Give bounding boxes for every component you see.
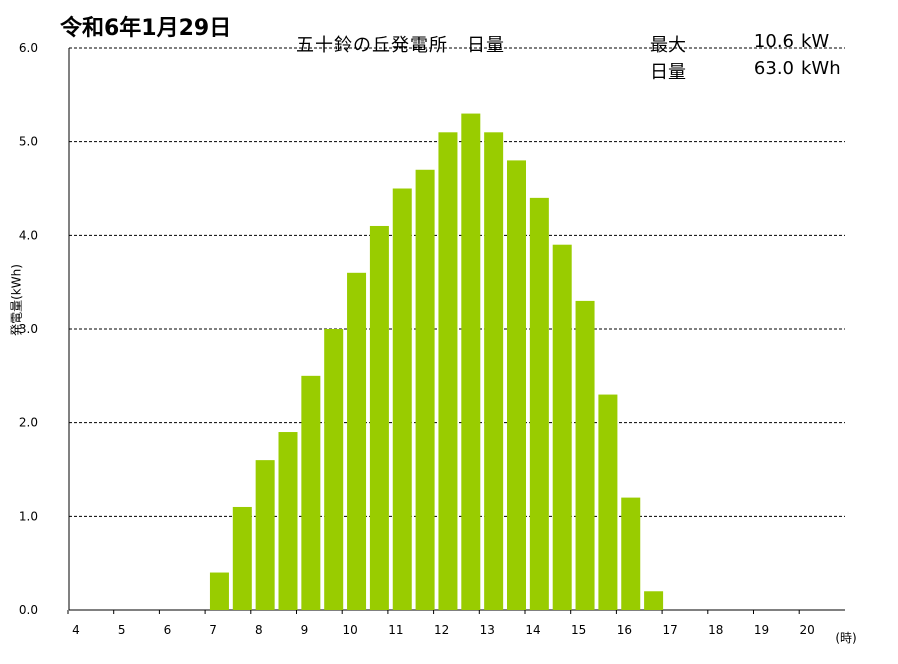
x-tick-label: 10: [343, 623, 358, 637]
bar: [232, 506, 252, 610]
x-tick-label: 19: [754, 623, 769, 637]
daily-total-label: 日量: [650, 62, 686, 83]
x-tick-label: 5: [118, 623, 126, 637]
x-axis-unit-label: (時): [835, 631, 856, 645]
x-tick-label: 8: [255, 623, 263, 637]
max-power-row: 最大 10.6 kW: [650, 31, 890, 58]
x-tick-label: 6: [164, 623, 172, 637]
bar: [415, 169, 435, 610]
bar: [575, 300, 595, 610]
x-tick-label: 17: [662, 623, 677, 637]
bar: [461, 113, 481, 611]
bar: [507, 160, 526, 610]
max-power-label: 最大: [650, 35, 686, 56]
daily-total-unit: kWh: [801, 58, 841, 79]
bar: [529, 197, 549, 610]
bar: [369, 225, 389, 610]
bar: [347, 272, 367, 610]
chart-title: 五十鈴の丘発電所 日量: [296, 35, 505, 56]
bar: [621, 497, 641, 610]
bar: [484, 132, 504, 611]
bar: [324, 329, 344, 610]
bar: [598, 394, 618, 610]
x-tick-label: 9: [301, 623, 309, 637]
stats-panel: 最大 10.6 kW 日量 63.0 kWh: [650, 31, 890, 85]
x-tick-label: 14: [525, 623, 540, 637]
bar: [255, 460, 275, 610]
x-tick-label: 4: [72, 623, 80, 637]
x-tick-label: 12: [434, 623, 449, 637]
y-tick-label: 3.0: [19, 322, 38, 336]
y-tick-label: 6.0: [19, 41, 38, 55]
y-tick-label: 2.0: [19, 416, 38, 430]
x-tick-label: 11: [388, 623, 403, 637]
x-tick-label: 20: [800, 623, 815, 637]
date-title: 令和6年1月29日: [60, 16, 232, 41]
max-power-value: 10.6: [753, 31, 794, 52]
x-tick-label: 16: [617, 623, 632, 637]
max-power-unit: kW: [801, 31, 830, 52]
y-tick-label: 0.0: [19, 603, 38, 617]
bar: [552, 244, 572, 610]
daily-total-value: 63.0: [753, 58, 794, 79]
y-tick-label: 4.0: [19, 228, 38, 242]
y-tick-label: 1.0: [19, 509, 38, 523]
bar: [392, 188, 412, 610]
x-tick-label: 18: [708, 623, 723, 637]
x-tick-label: 7: [209, 623, 217, 637]
x-tick-label: 15: [571, 623, 586, 637]
bar: [438, 132, 458, 611]
bar: [209, 572, 229, 610]
x-tick-label: 13: [480, 623, 495, 637]
bar: [278, 432, 298, 610]
daily-total-row: 日量 63.0 kWh: [650, 58, 890, 85]
bar: [644, 591, 664, 610]
y-tick-label: 5.0: [19, 135, 38, 149]
bar: [301, 375, 321, 610]
